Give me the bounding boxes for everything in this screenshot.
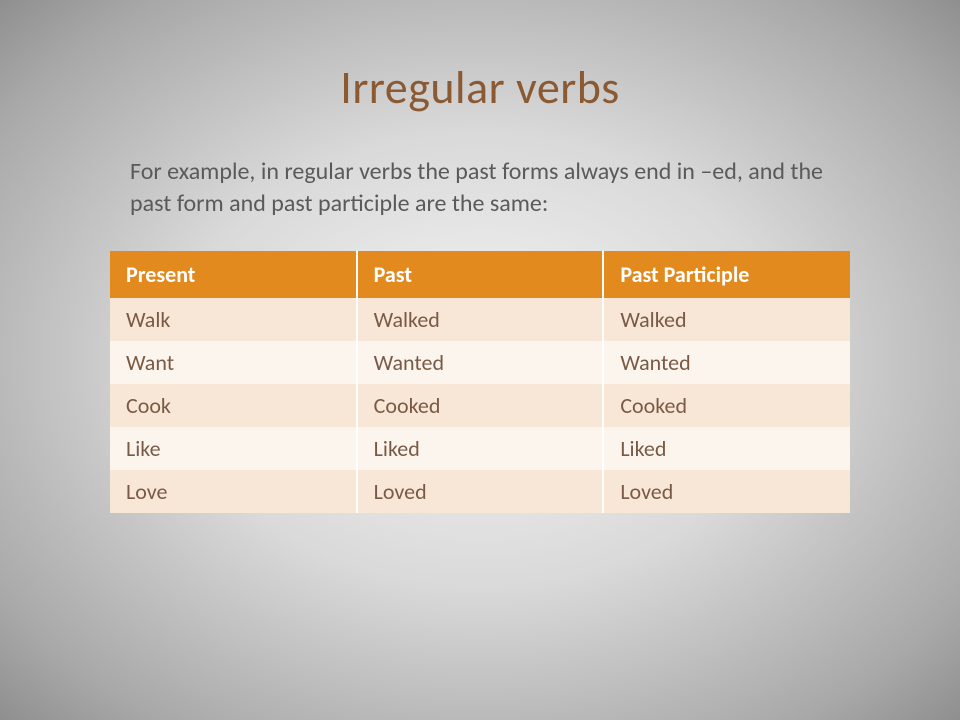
table-header-row: Present Past Past Participle — [110, 251, 850, 298]
cell-present: Cook — [110, 384, 357, 427]
cell-participle: Liked — [603, 427, 850, 470]
cell-past: Loved — [357, 470, 604, 513]
col-header-present: Present — [110, 251, 357, 298]
cell-past: Cooked — [357, 384, 604, 427]
table-row: Want Wanted Wanted — [110, 341, 850, 384]
cell-present: Walk — [110, 298, 357, 341]
slide-container: Irregular verbs For example, in regular … — [0, 0, 960, 720]
cell-past: Wanted — [357, 341, 604, 384]
table-row: Love Loved Loved — [110, 470, 850, 513]
col-header-participle: Past Participle — [603, 251, 850, 298]
verb-table: Present Past Past Participle Walk Walked… — [110, 251, 850, 513]
cell-participle: Loved — [603, 470, 850, 513]
slide-body-text: For example, in regular verbs the past f… — [130, 156, 830, 221]
cell-past: Liked — [357, 427, 604, 470]
col-header-past: Past — [357, 251, 604, 298]
cell-participle: Wanted — [603, 341, 850, 384]
cell-past: Walked — [357, 298, 604, 341]
cell-present: Want — [110, 341, 357, 384]
cell-present: Like — [110, 427, 357, 470]
table-row: Walk Walked Walked — [110, 298, 850, 341]
cell-participle: Cooked — [603, 384, 850, 427]
cell-participle: Walked — [603, 298, 850, 341]
cell-present: Love — [110, 470, 357, 513]
slide-title: Irregular verbs — [110, 60, 850, 116]
table-row: Like Liked Liked — [110, 427, 850, 470]
table-row: Cook Cooked Cooked — [110, 384, 850, 427]
